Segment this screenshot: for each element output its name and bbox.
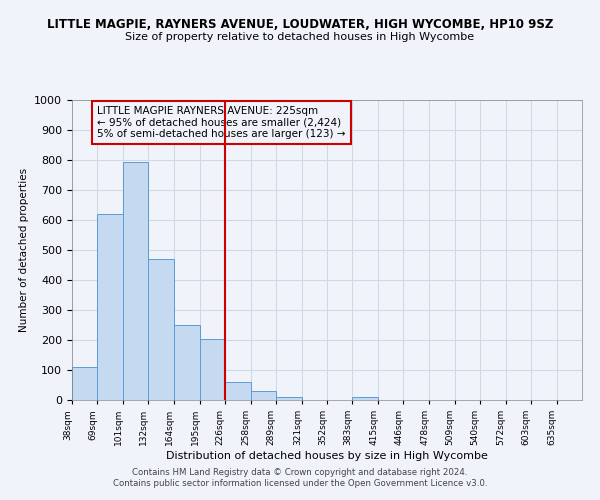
Text: Size of property relative to detached houses in High Wycombe: Size of property relative to detached ho… [125,32,475,42]
X-axis label: Distribution of detached houses by size in High Wycombe: Distribution of detached houses by size … [166,451,488,461]
Bar [175,325,199,400]
Bar [199,338,224,400]
Bar [251,391,276,400]
Text: LITTLE MAGPIE RAYNERS AVENUE: 225sqm
← 95% of detached houses are smaller (2,424: LITTLE MAGPIE RAYNERS AVENUE: 225sqm ← 9… [97,106,346,139]
Bar [352,397,378,400]
Bar [276,397,302,400]
Bar [97,214,123,400]
Y-axis label: Number of detached properties: Number of detached properties [19,168,29,332]
Bar [224,382,251,400]
Bar [72,367,97,400]
Bar [123,162,148,400]
Bar [148,259,175,400]
Text: LITTLE MAGPIE, RAYNERS AVENUE, LOUDWATER, HIGH WYCOMBE, HP10 9SZ: LITTLE MAGPIE, RAYNERS AVENUE, LOUDWATER… [47,18,553,30]
Text: Contains HM Land Registry data © Crown copyright and database right 2024.
Contai: Contains HM Land Registry data © Crown c… [113,468,487,487]
